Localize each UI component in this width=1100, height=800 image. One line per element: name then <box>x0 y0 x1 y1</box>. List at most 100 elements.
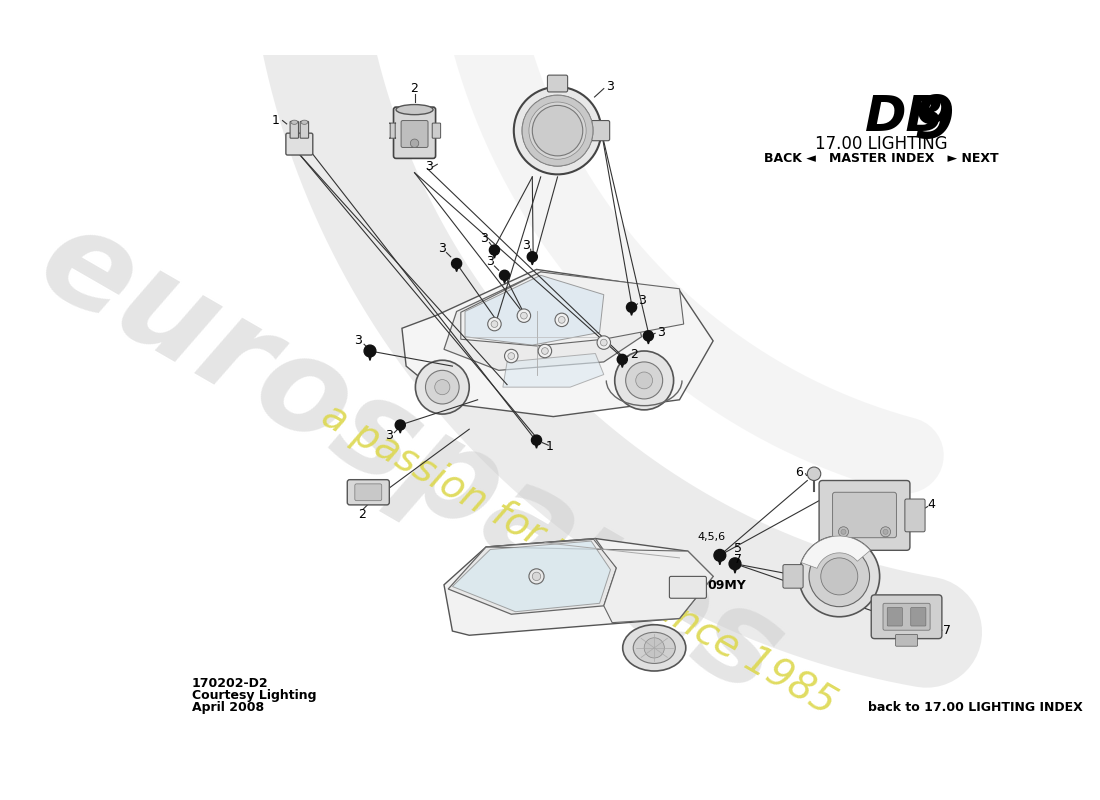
FancyBboxPatch shape <box>355 484 382 501</box>
Wedge shape <box>801 536 870 568</box>
Text: 3: 3 <box>638 294 647 307</box>
Circle shape <box>601 339 607 346</box>
Circle shape <box>807 467 821 481</box>
Ellipse shape <box>634 632 675 663</box>
FancyBboxPatch shape <box>548 75 568 92</box>
Circle shape <box>490 245 499 255</box>
Text: 3: 3 <box>522 238 530 251</box>
Polygon shape <box>402 270 713 417</box>
FancyBboxPatch shape <box>911 607 926 626</box>
Text: 4: 4 <box>928 498 936 511</box>
Circle shape <box>838 526 848 537</box>
Text: 09MY: 09MY <box>707 579 746 592</box>
Circle shape <box>532 572 541 581</box>
Polygon shape <box>486 539 713 622</box>
FancyBboxPatch shape <box>300 122 309 138</box>
Text: 3: 3 <box>481 232 488 245</box>
Circle shape <box>644 331 653 341</box>
Circle shape <box>880 526 891 537</box>
Ellipse shape <box>290 120 298 124</box>
Circle shape <box>487 318 502 331</box>
FancyBboxPatch shape <box>895 634 917 646</box>
FancyBboxPatch shape <box>833 492 896 538</box>
Circle shape <box>508 353 515 359</box>
Text: 1: 1 <box>546 440 554 454</box>
Circle shape <box>636 372 652 389</box>
Circle shape <box>729 558 741 570</box>
Polygon shape <box>502 275 507 283</box>
Circle shape <box>531 435 541 445</box>
Text: 7: 7 <box>943 624 950 637</box>
FancyBboxPatch shape <box>348 480 389 505</box>
FancyBboxPatch shape <box>432 123 441 138</box>
Text: April 2008: April 2008 <box>191 701 264 714</box>
Polygon shape <box>646 336 651 344</box>
Polygon shape <box>444 272 641 370</box>
Text: 3: 3 <box>425 160 432 174</box>
Polygon shape <box>492 250 497 258</box>
Polygon shape <box>448 538 616 614</box>
Text: 3: 3 <box>606 81 614 94</box>
Circle shape <box>532 106 583 156</box>
Circle shape <box>452 258 462 269</box>
FancyBboxPatch shape <box>389 123 396 138</box>
Text: 9: 9 <box>913 93 954 150</box>
Ellipse shape <box>396 105 433 114</box>
Text: 5: 5 <box>735 542 743 555</box>
Circle shape <box>520 312 527 319</box>
Circle shape <box>426 370 459 404</box>
Circle shape <box>491 321 498 327</box>
Text: back to 17.00 LIGHTING INDEX: back to 17.00 LIGHTING INDEX <box>868 701 1084 714</box>
Circle shape <box>714 550 726 562</box>
Polygon shape <box>454 263 459 271</box>
Polygon shape <box>452 541 610 612</box>
FancyBboxPatch shape <box>394 107 436 158</box>
Ellipse shape <box>301 120 308 124</box>
FancyBboxPatch shape <box>402 121 428 147</box>
Circle shape <box>395 420 405 430</box>
Text: 17.00 LIGHTING: 17.00 LIGHTING <box>815 135 947 153</box>
Circle shape <box>416 360 470 414</box>
Polygon shape <box>444 538 713 635</box>
Wedge shape <box>522 95 593 166</box>
Circle shape <box>499 270 509 280</box>
Circle shape <box>505 350 518 362</box>
Ellipse shape <box>623 625 685 671</box>
Text: 170202-D2: 170202-D2 <box>191 678 268 690</box>
FancyBboxPatch shape <box>888 607 902 626</box>
FancyBboxPatch shape <box>670 576 706 598</box>
Polygon shape <box>629 307 634 315</box>
Text: 3: 3 <box>354 334 362 347</box>
Text: 3: 3 <box>657 326 664 339</box>
FancyBboxPatch shape <box>286 133 312 155</box>
Polygon shape <box>530 257 535 265</box>
Text: 6: 6 <box>795 466 803 478</box>
Polygon shape <box>733 564 737 573</box>
Text: 3: 3 <box>385 429 394 442</box>
Circle shape <box>597 336 611 350</box>
FancyBboxPatch shape <box>591 121 609 141</box>
Circle shape <box>538 344 551 358</box>
Circle shape <box>529 569 544 584</box>
Circle shape <box>559 317 565 323</box>
Circle shape <box>527 252 537 262</box>
Circle shape <box>434 379 450 394</box>
Circle shape <box>410 139 419 147</box>
Circle shape <box>615 351 673 410</box>
Circle shape <box>556 313 569 326</box>
Polygon shape <box>465 275 604 345</box>
Circle shape <box>617 354 627 365</box>
Text: Courtesy Lighting: Courtesy Lighting <box>191 689 316 702</box>
Polygon shape <box>461 272 684 346</box>
Text: BACK ◄   MASTER INDEX   ► NEXT: BACK ◄ MASTER INDEX ► NEXT <box>764 152 999 165</box>
Circle shape <box>799 536 880 617</box>
Text: 3: 3 <box>486 255 494 268</box>
Circle shape <box>541 348 548 354</box>
Circle shape <box>514 87 602 174</box>
FancyBboxPatch shape <box>290 122 298 138</box>
Circle shape <box>821 558 858 595</box>
Text: 2: 2 <box>630 348 638 361</box>
Text: eurospares: eurospares <box>18 195 804 722</box>
Circle shape <box>626 362 662 399</box>
Circle shape <box>364 345 376 357</box>
